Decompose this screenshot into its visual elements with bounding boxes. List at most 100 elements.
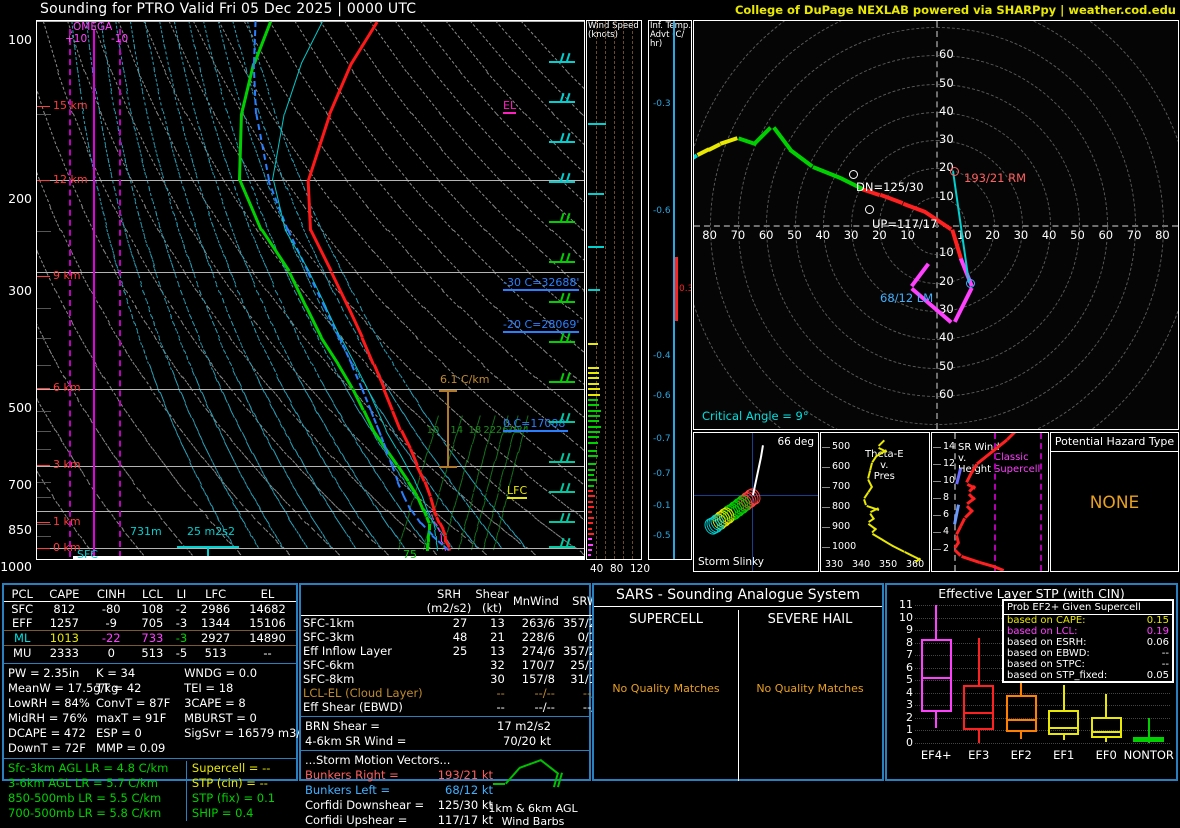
wind-speed-bar (588, 409, 601, 412)
moist-adiabat (181, 292, 187, 301)
moist-adiabat (234, 283, 241, 293)
corfidi-downshear-marker (849, 170, 858, 179)
moist-adiabat (310, 514, 314, 519)
dry-adiabat (234, 495, 243, 504)
moist-adiabat (224, 350, 229, 358)
moist-adiabat (105, 224, 111, 237)
skewt-diagram[interactable]: 10 14 18 22 26 30 34 15 km 12 km 9 km 6 km 3 km 1 km… (36, 20, 585, 560)
moist-adiabat (198, 337, 204, 345)
wind-barb (549, 381, 575, 383)
dry-adiabat (528, 438, 541, 450)
dry-adiabat (138, 488, 146, 497)
dry-adiabat (562, 398, 578, 412)
parcel-cell-li: -3 (170, 630, 193, 646)
dry-adiabat (326, 112, 354, 150)
moist-adiabat (212, 224, 219, 237)
dry-adiabat (335, 205, 357, 231)
dry-adiabat (407, 289, 425, 308)
kinematics-cell-shear: -- (496, 686, 505, 700)
moist-adiabat (150, 369, 155, 377)
hodograph-ring-label-west: 60 (758, 228, 774, 242)
wetbulb-trace (435, 541, 438, 548)
dry-adiabat (158, 456, 167, 467)
stp-y-label: 7 (906, 648, 913, 662)
mixing-ratio-line (490, 469, 494, 478)
parcel-table-header: CINH (88, 587, 135, 602)
temp-advection-value: -0.6 (653, 206, 671, 217)
hodograph[interactable]: Critical Angle = 9° 10 10 20 20 30 30 40 40 50 50… (693, 20, 1179, 430)
sr-wind-height-label: 10 (943, 475, 956, 486)
moist-adiabat (104, 46, 110, 71)
moist-adiabat (338, 265, 346, 276)
moist-adiabat (251, 187, 259, 202)
wind-speed-bar (588, 436, 599, 439)
sars-panel: SARS - Sounding Analogue System SUPERCEL… (592, 583, 884, 781)
mixing-ratio-line (495, 492, 499, 500)
sars-supercell-column[interactable]: SUPERCELL No Quality Matches (594, 610, 739, 781)
moist-adiabat (235, 375, 240, 382)
stp-gridline (915, 730, 1170, 732)
moist-adiabat (198, 480, 203, 486)
hodograph-ring-label-south: 20 (939, 273, 954, 288)
hodograph-ring-label-west: 80 (702, 228, 717, 242)
dry-adiabat (164, 71, 188, 114)
wind-speed-profile: Wind Speed (knots) (586, 20, 642, 560)
moist-adiabat (287, 397, 293, 404)
omega-minus-line (119, 29, 121, 557)
temp-advection-value: 0.3 (679, 284, 692, 294)
dry-adiabat (322, 147, 348, 180)
moist-adiabat (238, 245, 245, 257)
moist-adiabat (306, 391, 311, 399)
moist-adiabat (175, 381, 180, 388)
parcel-table-row[interactable]: EFF 1257 -9 705 -3 1344 15106 (4, 616, 296, 631)
dry-adiabat (566, 336, 584, 353)
moist-adiabat (366, 457, 371, 463)
kinematics-table-row: Eff Inflow Layer 25 13 274/6 357/21 (301, 644, 609, 658)
moist-adiabat (317, 375, 323, 382)
moist-adiabat (148, 188, 155, 202)
sr-wind-trace (979, 561, 994, 568)
stp-whisker-lower (1020, 731, 1023, 740)
storm-slinky-title: Storm Slinky (698, 556, 764, 568)
hodograph-ring-label-south: 10 (939, 245, 954, 260)
moist-adiabat (308, 397, 314, 404)
dry-adiabat (71, 322, 82, 339)
thermo-index: PW = 2.35in (8, 666, 80, 680)
wind-barb-caption: 1km & 6km AGL Wind Barbs (481, 802, 585, 828)
wind-speed-bar (588, 404, 599, 407)
moist-adiabat (111, 174, 117, 189)
minus30-level-label: -30 C=32688' (503, 276, 580, 291)
moist-adiabat (341, 453, 346, 459)
hodograph-ring-label-east: 80 (1155, 228, 1170, 242)
wind-speed-gridline (614, 21, 615, 559)
moist-adiabat (222, 392, 227, 399)
theta-e-title: Theta-E v. Pres (865, 449, 904, 482)
dry-adiabat (189, 495, 197, 504)
moist-adiabat (216, 235, 223, 247)
moist-adiabat (234, 417, 239, 424)
dry-adiabat (143, 495, 151, 504)
dry-adiabat (298, 70, 329, 114)
moist-adiabat (190, 265, 196, 276)
moist-adiabat (104, 144, 111, 161)
kinematics-table-row: SFC-6km 32 170/7 25/15 (301, 658, 609, 672)
dry-adiabat (583, 289, 584, 308)
hazard-value: NONE (1089, 493, 1140, 513)
parcel-table-row[interactable]: ML 1013 -22 733 -3 2927 14890 (4, 630, 296, 646)
dry-adiabat (525, 205, 553, 231)
sars-hail-column[interactable]: SEVERE HAIL No Quality Matches (738, 610, 882, 781)
parcel-table-row[interactable]: MU 2333 0 513 -5 513 -- (4, 646, 296, 660)
parcel-table-row[interactable]: SFC 812 -80 108 -2 2986 14682 (4, 602, 296, 616)
wind-speed-bar (588, 495, 595, 498)
dry-adiabat (126, 350, 137, 366)
isotherm-line (88, 559, 422, 560)
theta-e-pressure-tick (822, 487, 830, 488)
moist-adiabat (264, 127, 272, 146)
moist-adiabat (134, 265, 140, 276)
thermo-index: SigSvr = 16579 m3/s3 (184, 726, 314, 740)
dry-adiabat (175, 534, 182, 543)
moist-adiabat (267, 357, 273, 365)
moist-adiabat (311, 402, 317, 409)
mixing-ratio-line (471, 492, 475, 500)
zero-level-label: 0 C=17088' (503, 417, 569, 432)
